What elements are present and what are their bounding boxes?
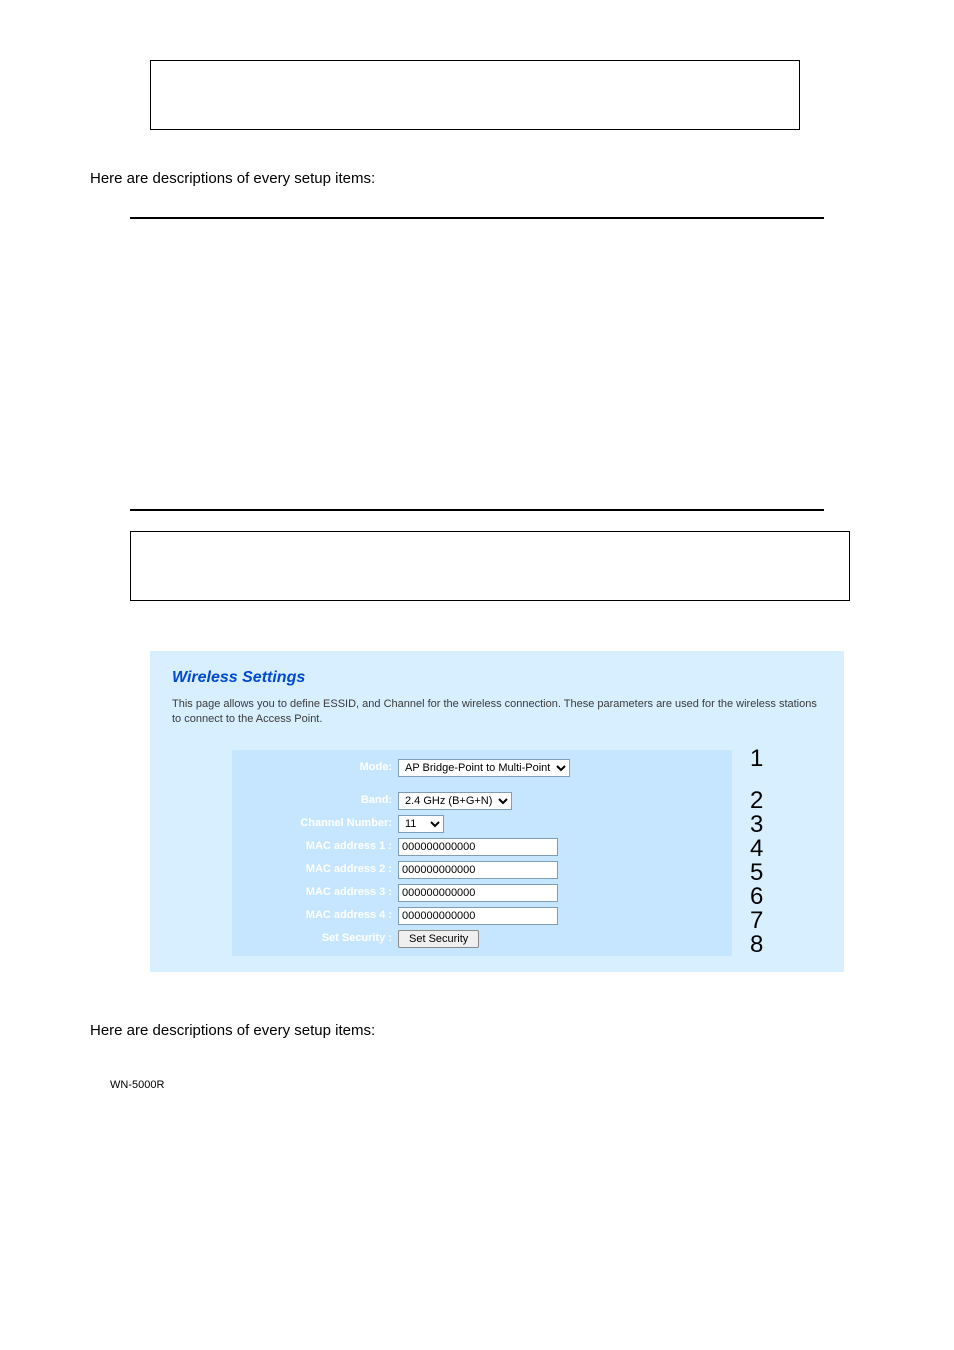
row-mac3: MAC address 3 : xyxy=(232,881,732,904)
callout-5: 5 xyxy=(750,861,763,885)
callout-8: 8 xyxy=(750,933,763,957)
mac3-input[interactable] xyxy=(398,884,558,902)
row-mac1: MAC address 1 : xyxy=(232,835,732,858)
channel-select[interactable]: 11 xyxy=(398,815,444,833)
callout-2: 2 xyxy=(750,789,763,813)
mac1-input[interactable] xyxy=(398,838,558,856)
empty-note-box-top xyxy=(150,60,800,130)
label-channel: Channel Number: xyxy=(238,817,398,829)
callout-7: 7 xyxy=(750,909,763,933)
row-mac4: MAC address 4 : xyxy=(232,904,732,927)
mac2-input[interactable] xyxy=(398,861,558,879)
empty-note-box-mid xyxy=(130,531,850,601)
row-band: Band: 2.4 GHz (B+G+N) xyxy=(232,789,732,812)
callout-3: 3 xyxy=(750,813,763,837)
band-select[interactable]: 2.4 GHz (B+G+N) xyxy=(398,792,512,810)
mac4-input[interactable] xyxy=(398,907,558,925)
label-mac2: MAC address 2 : xyxy=(238,863,398,875)
wireless-settings-panel: Wireless Settings This page allows you t… xyxy=(150,651,844,972)
divider-bottom xyxy=(130,509,824,511)
label-mac1: MAC address 1 : xyxy=(238,840,398,852)
wireless-settings-subtitle: This page allows you to define ESSID, an… xyxy=(172,697,822,728)
wireless-settings-form: Mode: AP Bridge-Point to Multi-Point Ban… xyxy=(232,750,732,956)
description-line-1: Here are descriptions of every setup ite… xyxy=(90,170,864,187)
footer-model: WN-5000R xyxy=(110,1079,864,1091)
row-mode: Mode: AP Bridge-Point to Multi-Point xyxy=(232,756,732,779)
callout-1: 1 xyxy=(750,747,763,771)
blank-table-placeholder xyxy=(90,219,864,509)
label-mac4: MAC address 4 : xyxy=(238,909,398,921)
row-channel: Channel Number: 11 xyxy=(232,812,732,835)
set-security-button[interactable]: Set Security xyxy=(398,930,479,948)
label-band: Band: xyxy=(238,794,398,806)
row-set-security: Set Security : Set Security xyxy=(232,927,732,950)
description-line-2: Here are descriptions of every setup ite… xyxy=(90,1022,864,1039)
callout-4: 4 xyxy=(750,837,763,861)
callout-6: 6 xyxy=(750,885,763,909)
label-set-security: Set Security : xyxy=(238,932,398,944)
label-mac3: MAC address 3 : xyxy=(238,886,398,898)
label-mode: Mode: xyxy=(238,761,398,773)
row-mac2: MAC address 2 : xyxy=(232,858,732,881)
mode-select[interactable]: AP Bridge-Point to Multi-Point xyxy=(398,759,570,777)
wireless-settings-title: Wireless Settings xyxy=(172,669,822,687)
callout-numbers: 1 2 3 4 5 6 7 8 xyxy=(750,747,763,957)
